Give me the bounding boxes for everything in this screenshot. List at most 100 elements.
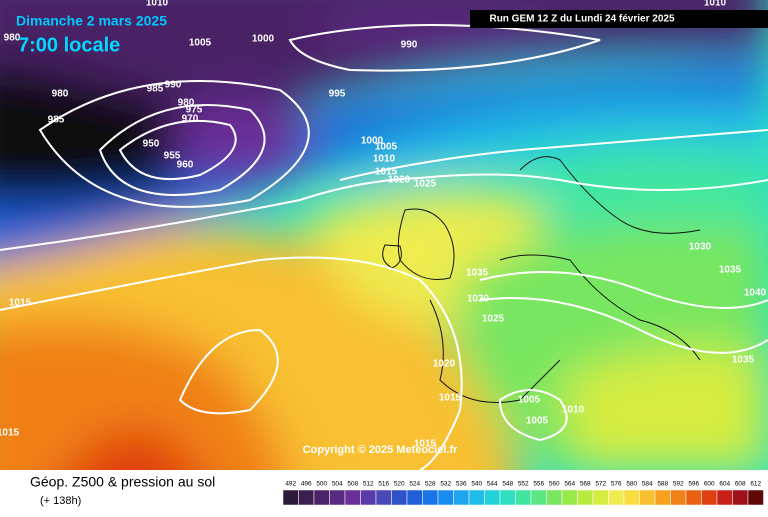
scale-swatch <box>313 489 330 506</box>
scale-label: 544 <box>487 481 498 488</box>
scale-label: 548 <box>502 481 513 488</box>
run-info: Run GEM 12 Z du Lundi 24 février 2025 <box>489 14 674 25</box>
isobar-label: 1020 <box>433 359 456 370</box>
scale-swatch <box>422 489 439 506</box>
scale-label: 532 <box>440 481 451 488</box>
isobar-label: 975 <box>186 105 203 116</box>
scale-swatch <box>747 489 764 506</box>
isobar-label: 1010 <box>704 0 727 9</box>
scale-swatch <box>592 489 609 506</box>
scale-label: 580 <box>626 481 637 488</box>
isobar-label: 1035 <box>466 268 489 279</box>
scale-label: 528 <box>425 481 436 488</box>
isobar-label: 955 <box>164 151 181 162</box>
scale-swatch <box>499 489 516 506</box>
isobar-label: 1005 <box>518 395 541 406</box>
scale-swatch <box>732 489 749 506</box>
time: 7:00 locale <box>18 34 120 56</box>
date: Dimanche 2 mars 2025 <box>16 13 167 29</box>
isobar-label: 1000 <box>252 34 275 45</box>
isobar-label: 1035 <box>732 355 755 366</box>
isobar-label: 1015 <box>414 439 437 450</box>
scale-swatch <box>375 489 392 506</box>
run-box <box>470 10 768 28</box>
scale-label: 504 <box>332 481 343 488</box>
scale-label: 556 <box>533 481 544 488</box>
isobar-label: 1010 <box>562 405 585 416</box>
isobars <box>0 24 768 471</box>
isobar-label: 1015 <box>439 393 462 404</box>
isobar-label: 985 <box>147 84 164 95</box>
scale-swatch <box>701 489 718 506</box>
isobar-label: 1010 <box>146 0 169 9</box>
scale-label: 600 <box>704 481 715 488</box>
scale-swatch <box>639 489 656 506</box>
scale-swatch <box>282 489 299 506</box>
scale-swatch <box>453 489 470 506</box>
scale-swatch <box>360 489 377 506</box>
scale-label: 588 <box>657 481 668 488</box>
scale-label: 604 <box>719 481 730 488</box>
scale-label: 568 <box>580 481 591 488</box>
scale-label: 508 <box>347 481 358 488</box>
scale-label: 576 <box>611 481 622 488</box>
scale-swatch <box>623 489 640 506</box>
scale-label: 516 <box>378 481 389 488</box>
scale-label: 536 <box>456 481 467 488</box>
scale-label: 540 <box>471 481 482 488</box>
scale-label: 596 <box>688 481 699 488</box>
scale-swatch <box>685 489 702 506</box>
isobar-label: 1005 <box>189 38 212 49</box>
scale-swatch <box>577 489 594 506</box>
scale-label: 592 <box>673 481 684 488</box>
scale-swatch <box>654 489 671 506</box>
isobar-label: 995 <box>329 89 346 100</box>
scale-swatch <box>406 489 423 506</box>
scale-swatch <box>344 489 361 506</box>
scale-swatch <box>530 489 547 506</box>
scale-swatch <box>298 489 315 506</box>
isobar-label: 1015 <box>375 167 398 178</box>
scale-label: 612 <box>750 481 761 488</box>
isobar-label: 985 <box>48 115 65 126</box>
copyright: Copyright © 2025 Meteociel.fr <box>303 444 459 456</box>
lead-time: (+ 138h) <box>40 495 81 507</box>
scale-label: 512 <box>363 481 374 488</box>
isobar-label: 1005 <box>526 416 549 427</box>
isobar-label: 960 <box>177 160 194 171</box>
scale-swatch <box>561 489 578 506</box>
scale-label: 524 <box>409 481 420 488</box>
scale-swatch <box>546 489 563 506</box>
coastlines <box>382 156 701 403</box>
scale-label: 500 <box>316 481 327 488</box>
scale-label: 608 <box>735 481 746 488</box>
scale-label: 492 <box>285 481 296 488</box>
isobar-label: 950 <box>143 139 160 150</box>
scale-label: 560 <box>549 481 560 488</box>
isobar-label: 1000 <box>361 136 384 147</box>
isobar-label: 990 <box>165 80 182 91</box>
isobar-label: 1015 <box>9 298 32 309</box>
scale-label: 496 <box>301 481 312 488</box>
isobar-label: 1005 <box>375 142 398 153</box>
isobar-label: 1035 <box>719 265 742 276</box>
isobar-label: 1025 <box>414 179 437 190</box>
scale-swatch <box>437 489 454 506</box>
isobar-label: 990 <box>401 40 418 51</box>
scale-label: 552 <box>518 481 529 488</box>
scale-swatch <box>716 489 733 506</box>
footer-title: Géop. Z500 & pression au sol <box>30 474 215 490</box>
isobar-label: 1020 <box>388 175 411 186</box>
isobar-label: 1025 <box>482 314 505 325</box>
scale-label: 564 <box>564 481 575 488</box>
isobar-label: 1040 <box>744 288 767 299</box>
scale-swatch <box>484 489 501 506</box>
isobar-label: 980 <box>52 89 69 100</box>
scale-label: 572 <box>595 481 606 488</box>
isobar-label: 980 <box>178 98 195 109</box>
scale-swatch <box>391 489 408 506</box>
scale-label: 520 <box>394 481 405 488</box>
